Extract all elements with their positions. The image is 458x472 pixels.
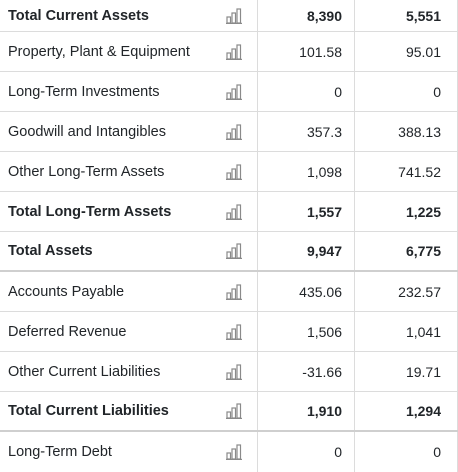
table-row: Total Current Liabilities 1,910 1,294 [0,392,458,432]
row-label: Accounts Payable [8,283,125,300]
value-cell: 0 [355,72,458,111]
value-cell: 1,557 [258,192,355,231]
bar-chart-icon[interactable] [226,403,243,419]
row-label-cell: Long-Term Debt [0,432,258,472]
row-label-cell: Total Long-Term Assets [0,192,258,231]
value-cell: 1,225 [355,192,458,231]
table-row: Total Assets 9,947 6,775 [0,232,458,272]
bar-chart-icon[interactable] [226,243,243,259]
value-cell: 435.06 [258,272,355,311]
row-label: Total Current Liabilities [8,403,169,419]
table-row: Goodwill and Intangibles 357.3 388.13 [0,112,458,152]
row-label-cell: Total Current Liabilities [0,392,258,430]
row-label-cell: Total Assets [0,232,258,270]
value-cell: 0 [258,432,355,472]
bar-chart-icon[interactable] [226,323,243,340]
bar-chart-icon[interactable] [226,363,243,380]
row-label: Other Current Liabilities [8,363,161,380]
row-label-cell: Goodwill and Intangibles [0,112,258,151]
value-cell: 741.52 [355,152,458,191]
table-row: Long-Term Debt 0 0 [0,432,458,472]
table-row: Total Long-Term Assets 1,557 1,225 [0,192,458,232]
bar-chart-icon[interactable] [226,43,243,60]
value-cell: 388.13 [355,112,458,151]
value-cell: 1,041 [355,312,458,351]
value-cell: 0 [258,72,355,111]
value-cell: 1,506 [258,312,355,351]
table-row: Deferred Revenue 1,506 1,041 [0,312,458,352]
bar-chart-icon[interactable] [226,123,243,140]
table-row: Total Current Assets 8,390 5,551 [0,0,458,32]
row-label: Total Current Assets [8,7,149,24]
row-label: Other Long-Term Assets [8,163,165,180]
bar-chart-icon[interactable] [226,83,243,100]
bar-chart-icon[interactable] [226,283,243,300]
row-label-cell: Other Long-Term Assets [0,152,258,191]
value-cell: 1,910 [258,392,355,430]
row-label: Total Assets [8,243,93,259]
table-row: Other Current Liabilities -31.66 19.71 [0,352,458,392]
value-cell: 357.3 [258,112,355,151]
row-label: Goodwill and Intangibles [8,123,166,140]
value-cell: 95.01 [355,32,458,71]
value-cell: 1,098 [258,152,355,191]
value-cell: 1,294 [355,392,458,430]
table-row: Property, Plant & Equipment 101.58 95.01 [0,32,458,72]
row-label-cell: Other Current Liabilities [0,352,258,391]
row-label-cell: Long-Term Investments [0,72,258,111]
table-row: Accounts Payable 435.06 232.57 [0,272,458,312]
value-cell: 9,947 [258,232,355,270]
row-label-cell: Property, Plant & Equipment [0,32,258,71]
value-cell: 8,390 [258,0,355,31]
row-label: Long-Term Debt [8,444,112,460]
table-row: Long-Term Investments 0 0 [0,72,458,112]
bar-chart-icon[interactable] [226,7,243,24]
value-cell: 5,551 [355,0,458,31]
bar-chart-icon[interactable] [226,444,243,460]
value-cell: 101.58 [258,32,355,71]
row-label: Total Long-Term Assets [8,203,172,220]
table-row: Other Long-Term Assets 1,098 741.52 [0,152,458,192]
value-cell: 0 [355,432,458,472]
bar-chart-icon[interactable] [226,203,243,220]
row-label: Deferred Revenue [8,323,127,340]
row-label: Property, Plant & Equipment [8,43,190,60]
row-label: Long-Term Investments [8,83,160,100]
row-label-cell: Total Current Assets [0,0,258,31]
value-cell: 19.71 [355,352,458,391]
value-cell: 232.57 [355,272,458,311]
value-cell: -31.66 [258,352,355,391]
row-label-cell: Deferred Revenue [0,312,258,351]
row-label-cell: Accounts Payable [0,272,258,311]
bar-chart-icon[interactable] [226,163,243,180]
value-cell: 6,775 [355,232,458,270]
